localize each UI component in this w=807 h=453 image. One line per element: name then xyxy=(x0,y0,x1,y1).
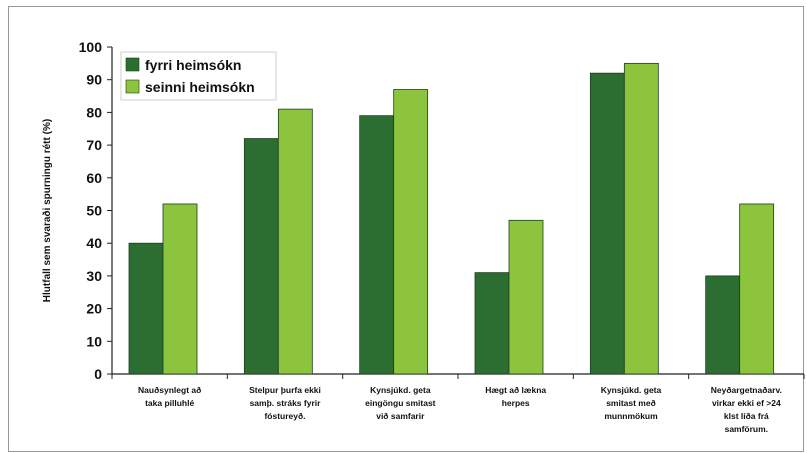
bar-first-visit xyxy=(705,275,741,375)
x-category-label: Kynsjúkd. geta xyxy=(601,385,662,395)
bar-first-visit xyxy=(128,242,164,375)
bar-second-visit xyxy=(739,203,775,375)
x-category-label: Neyðargetnaðarv. xyxy=(711,385,782,395)
y-tick-label: 50 xyxy=(86,203,102,219)
legend-box xyxy=(120,51,277,101)
bar-second-visit xyxy=(623,62,659,375)
x-category-label: taka pilluhlé xyxy=(145,398,194,408)
x-category-label: fóstureyð. xyxy=(264,411,305,421)
y-tick-label: 70 xyxy=(86,137,102,153)
y-tick-label: 40 xyxy=(86,235,102,251)
y-tick-label: 0 xyxy=(94,366,102,382)
bar-second-visit xyxy=(277,108,313,375)
y-tick-label: 20 xyxy=(86,301,102,317)
y-tick-label: 30 xyxy=(86,268,102,284)
x-category-label: við samfarir xyxy=(376,411,425,421)
bar-second-visit xyxy=(162,203,198,375)
x-category-label: samförum. xyxy=(725,424,768,434)
y-axis-title: Hlutfall sem svaraði spurningu rétt (%) xyxy=(41,119,53,302)
y-tick-label: 60 xyxy=(86,170,102,186)
x-category-label: Hægt að lækna xyxy=(485,385,546,395)
x-category-label: eingöngu smitast xyxy=(365,398,436,408)
x-category-label: samþ. stráks fyrir xyxy=(250,398,322,408)
x-category-label: klst líða frá xyxy=(724,411,769,421)
legend-label: seinni heimsókn xyxy=(145,79,255,95)
legend-swatch xyxy=(125,79,140,94)
x-category-label: herpes xyxy=(502,398,530,408)
y-tick-label: 90 xyxy=(86,72,102,88)
x-category-label: Nauðsynlegt að xyxy=(138,385,201,395)
x-category-label: Kynsjúkd. geta xyxy=(370,385,431,395)
x-category-label: virkar ekki ef >24 xyxy=(712,398,781,408)
bar-first-visit xyxy=(359,115,395,375)
y-tick-label: 100 xyxy=(79,39,103,55)
bar-first-visit xyxy=(243,138,279,375)
x-category-label: munnmökum xyxy=(604,411,658,421)
bar-first-visit xyxy=(589,72,625,375)
bar-first-visit xyxy=(474,272,510,375)
bar-second-visit xyxy=(508,219,544,375)
x-category-label: Stelpur þurfa ekki xyxy=(249,385,321,395)
y-tick-label: 10 xyxy=(86,333,102,349)
legend-label: fyrri heimsókn xyxy=(145,57,241,73)
legend-swatch xyxy=(125,57,140,72)
bar-second-visit xyxy=(393,89,429,375)
x-category-label: smitast með xyxy=(606,398,656,408)
y-tick-label: 80 xyxy=(86,104,102,120)
